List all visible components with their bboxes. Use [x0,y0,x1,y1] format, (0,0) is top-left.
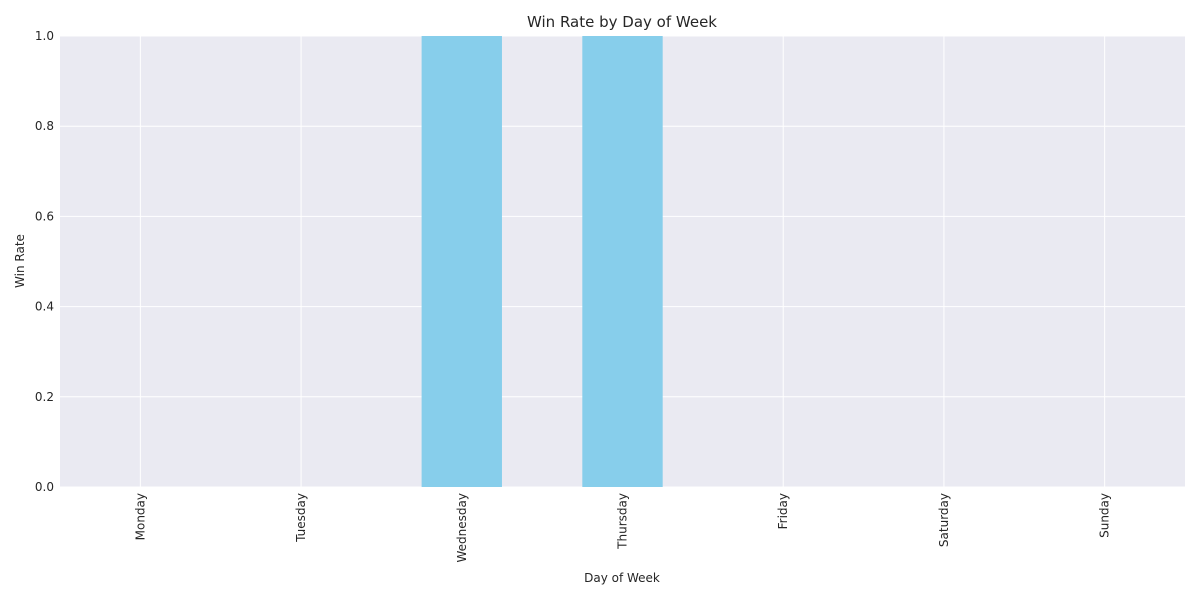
x-tick-label: Thursday [616,493,630,550]
x-tick-label: Sunday [1098,493,1112,538]
y-tick-label: 0.8 [35,119,54,133]
bar-wednesday [421,36,502,487]
x-tick-label: Monday [133,493,147,540]
y-tick-label: 0.6 [35,209,54,223]
y-tick-label: 0.0 [35,480,54,494]
y-tick-labels: 0.0 0.2 0.4 0.6 0.8 1.0 [35,29,54,494]
x-axis-label: Day of Week [584,571,660,585]
x-tick-label: Friday [776,493,790,529]
x-tick-label: Tuesday [294,493,308,543]
bar-thursday [582,36,663,487]
x-tick-label: Wednesday [455,493,469,562]
y-axis-label: Win Rate [13,234,27,288]
chart-title: Win Rate by Day of Week [527,13,717,31]
y-tick-label: 0.2 [35,390,54,404]
y-tick-label: 0.4 [35,300,54,314]
x-tick-labels: Monday Tuesday Wednesday Thursday Friday Satu… [133,493,1111,562]
y-tick-label: 1.0 [35,29,54,43]
x-tick-label: Saturday [937,493,951,547]
bars [421,36,663,487]
